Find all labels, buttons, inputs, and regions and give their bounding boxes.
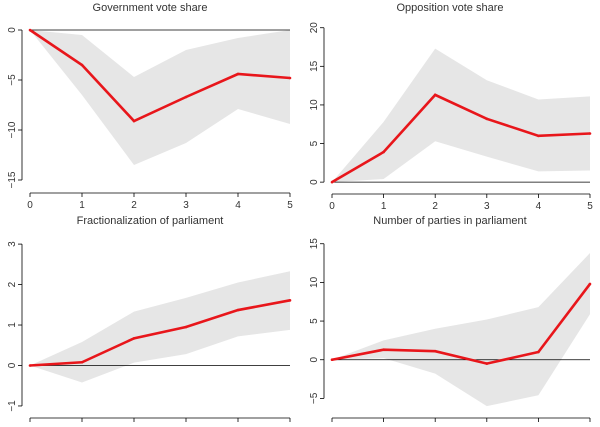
y-tick-label: −1 — [7, 400, 18, 412]
x-tick-label: 4 — [235, 200, 241, 211]
x-tick-label: 2 — [432, 425, 438, 426]
confidence-band — [332, 48, 590, 183]
panel-opposition-vote-share: Opposition vote share 0 5 10 15 20 0 1 2 3 4 5 — [300, 0, 600, 213]
chart-government-vote-share: 0 −5 −10 −15 0 1 2 3 4 5 — [7, 27, 293, 211]
x-tick-label: 4 — [536, 201, 542, 212]
chart-opposition-vote-share: 0 5 10 15 20 0 1 2 3 4 5 — [309, 22, 593, 212]
data-point — [288, 299, 292, 302]
y-tick-label: 10 — [309, 276, 320, 288]
y-tick-label: 15 — [309, 238, 320, 250]
x-tick-label: 4 — [536, 425, 542, 426]
x-tick-label: 2 — [432, 201, 438, 212]
data-point — [132, 337, 136, 340]
chart-fractionalization-of-parliament: −1 0 1 2 3 0 1 2 3 4 5 — [7, 241, 293, 426]
x-tick-label: 3 — [484, 201, 490, 212]
series-line — [29, 299, 291, 367]
y-tick-label: 5 — [309, 318, 320, 324]
x-tick-label: 3 — [183, 200, 189, 211]
panel-title: Fractionalization of parliament — [76, 215, 224, 227]
panel-number-of-parties-in-parliament: Number of parties in parliament −5 0 5 10 15… — [300, 213, 600, 426]
data-point — [485, 362, 489, 365]
confidence-band — [332, 253, 590, 407]
data-point — [184, 325, 188, 329]
data-point — [433, 93, 437, 97]
y-tick-label: −5 — [7, 74, 18, 86]
x-tick-label: 5 — [587, 201, 593, 212]
panel-title: Opposition vote share — [396, 2, 504, 14]
data-point — [485, 117, 489, 121]
data-point — [28, 28, 32, 32]
series-line — [331, 283, 592, 365]
x-tick-label: 1 — [381, 201, 387, 212]
y-tick-label: 2 — [7, 281, 18, 287]
y-tick-label: 0 — [309, 357, 320, 363]
data-point — [382, 150, 385, 154]
x-tick-label: 5 — [287, 200, 293, 211]
confidence-band — [30, 271, 290, 383]
data-point — [537, 350, 540, 354]
data-point — [330, 358, 334, 362]
confidence-band — [30, 30, 290, 165]
y-tick-label: 3 — [7, 241, 18, 247]
y-tick-label: 1 — [7, 322, 18, 328]
data-point — [288, 76, 292, 80]
y-tick-label: −5 — [309, 392, 320, 404]
series-line — [331, 93, 591, 184]
data-point — [433, 349, 437, 353]
y-tick-label: 20 — [309, 22, 320, 34]
data-point — [588, 282, 592, 286]
panel-title: Government vote share — [92, 2, 208, 14]
data-point — [382, 348, 385, 351]
y-tick-label: 10 — [309, 99, 320, 111]
data-point — [537, 134, 540, 138]
y-tick-label: 0 — [7, 27, 18, 33]
panel-government-vote-share: Government vote share 0 −5 −10 −15 0 1 2 3 4 5 — [0, 0, 300, 213]
data-point — [588, 132, 592, 135]
x-tick-label: 5 — [287, 425, 293, 426]
x-tick-label: 2 — [131, 425, 137, 426]
x-tick-label: 3 — [484, 425, 490, 426]
data-point — [80, 360, 84, 364]
data-point — [236, 72, 240, 76]
x-tick-label: 3 — [183, 425, 189, 426]
panel-fractionalization-of-parliament: Fractionalization of parliament −1 0 1 2 3 0 1… — [0, 213, 300, 426]
x-tick-label: 0 — [329, 425, 335, 426]
y-tick-label: 0 — [7, 362, 18, 368]
data-point — [330, 180, 334, 184]
y-tick-label: −15 — [7, 171, 18, 188]
x-tick-label: 1 — [381, 425, 387, 426]
x-tick-label: 1 — [79, 200, 85, 211]
x-tick-label: 0 — [27, 200, 33, 211]
data-point — [80, 63, 84, 67]
chart-number-of-parties-in-parliament: −5 0 5 10 15 0 1 2 3 4 5 — [309, 238, 593, 426]
x-tick-label: 1 — [79, 425, 85, 426]
y-tick-label: 5 — [309, 140, 320, 146]
y-tick-label: −10 — [7, 121, 18, 138]
x-tick-label: 2 — [131, 200, 137, 211]
data-point — [28, 364, 32, 367]
y-tick-label: 15 — [309, 60, 320, 72]
data-point — [184, 95, 188, 99]
x-tick-label: 5 — [587, 425, 593, 426]
data-point — [236, 308, 240, 312]
panel-title: Number of parties in parliament — [373, 215, 527, 227]
x-tick-label: 4 — [235, 425, 241, 426]
series-line — [29, 28, 291, 123]
y-tick-label: 0 — [309, 179, 320, 185]
x-tick-label: 0 — [329, 201, 335, 212]
data-point — [132, 119, 136, 123]
x-tick-label: 0 — [27, 425, 33, 426]
